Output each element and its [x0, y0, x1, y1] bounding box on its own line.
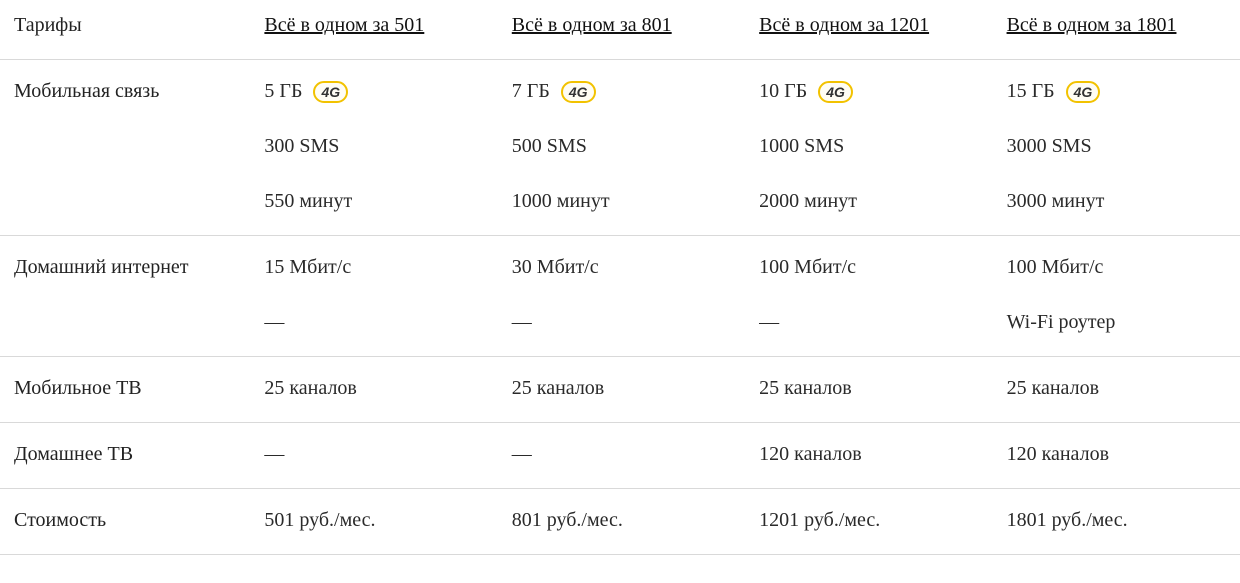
cell-hi-speed-2: 100 Мбит/с	[745, 236, 992, 296]
label-empty	[0, 295, 250, 357]
label-home-internet: Домашний интернет	[0, 236, 250, 296]
cell-htv-2: 120 каналов	[745, 423, 992, 489]
row-mobile-minutes: 550 минут 1000 минут 2000 минут 3000 мин…	[0, 174, 1240, 236]
cell-mobile-sms-2: 1000 SMS	[745, 119, 992, 174]
cell-price-1: 801 руб./мес.	[498, 489, 745, 555]
row-mobile-tv: Мобильное ТВ 25 каналов 25 каналов 25 ка…	[0, 357, 1240, 423]
row-mobile-sms: 300 SMS 500 SMS 1000 SMS 3000 SMS	[0, 119, 1240, 174]
cell-mobile-sms-3: 3000 SMS	[993, 119, 1240, 174]
label-empty	[0, 119, 250, 174]
cell-price-0: 501 руб./мес.	[250, 489, 497, 555]
cell-htv-1: —	[498, 423, 745, 489]
cell-mtv-2: 25 каналов	[745, 357, 992, 423]
cell-hi-speed-0: 15 Мбит/с	[250, 236, 497, 296]
label-mobile: Мобильная связь	[0, 60, 250, 120]
plan-link-3[interactable]: Всё в одном за 1801	[1007, 14, 1177, 36]
badge-4g-icon: 4G	[818, 81, 853, 103]
row-home-internet-router: — — — Wi-Fi роутер	[0, 295, 1240, 357]
cell-hi-router-2: —	[745, 295, 992, 357]
cell-hi-speed-1: 30 Мбит/с	[498, 236, 745, 296]
cell-mobile-sms-0: 300 SMS	[250, 119, 497, 174]
header-row: Тарифы Всё в одном за 501 Всё в одном за…	[0, 0, 1240, 60]
badge-4g-icon: 4G	[1066, 81, 1101, 103]
cell-mobile-sms-1: 500 SMS	[498, 119, 745, 174]
cell-hi-speed-3: 100 Мбит/с	[993, 236, 1240, 296]
badge-4g-icon: 4G	[561, 81, 596, 103]
cell-mtv-3: 25 каналов	[993, 357, 1240, 423]
cell-htv-3: 120 каналов	[993, 423, 1240, 489]
plan-header-2: Всё в одном за 1201	[745, 0, 992, 60]
cell-price-3: 1801 руб./мес.	[993, 489, 1240, 555]
cell-mobile-min-1: 1000 минут	[498, 174, 745, 236]
cell-mobile-data-3: 15 ГБ 4G	[993, 60, 1240, 120]
plan-link-0[interactable]: Всё в одном за 501	[264, 14, 424, 36]
cell-hi-router-1: —	[498, 295, 745, 357]
label-home-tv: Домашнее ТВ	[0, 423, 250, 489]
badge-4g-icon: 4G	[313, 81, 348, 103]
cell-mtv-0: 25 каналов	[250, 357, 497, 423]
cell-mobile-min-3: 3000 минут	[993, 174, 1240, 236]
mobile-data-value-0: 5 ГБ	[264, 80, 302, 102]
plan-link-1[interactable]: Всё в одном за 801	[512, 14, 672, 36]
label-price: Стоимость	[0, 489, 250, 555]
cell-hi-router-0: —	[250, 295, 497, 357]
label-empty	[0, 174, 250, 236]
cell-htv-0: —	[250, 423, 497, 489]
row-price: Стоимость 501 руб./мес. 801 руб./мес. 12…	[0, 489, 1240, 555]
cell-mtv-1: 25 каналов	[498, 357, 745, 423]
row-mobile-data: Мобильная связь 5 ГБ 4G 7 ГБ 4G 10 ГБ 4G…	[0, 60, 1240, 120]
plan-header-3: Всё в одном за 1801	[993, 0, 1240, 60]
mobile-data-value-3: 15 ГБ	[1007, 80, 1055, 102]
row-home-internet-speed: Домашний интернет 15 Мбит/с 30 Мбит/с 10…	[0, 236, 1240, 296]
label-mobile-tv: Мобильное ТВ	[0, 357, 250, 423]
mobile-data-value-1: 7 ГБ	[512, 80, 550, 102]
cell-hi-router-3: Wi-Fi роутер	[993, 295, 1240, 357]
plan-header-0: Всё в одном за 501	[250, 0, 497, 60]
cell-mobile-data-2: 10 ГБ 4G	[745, 60, 992, 120]
cell-mobile-min-2: 2000 минут	[745, 174, 992, 236]
tariff-comparison-table: Тарифы Всё в одном за 501 Всё в одном за…	[0, 0, 1240, 555]
cell-mobile-data-1: 7 ГБ 4G	[498, 60, 745, 120]
row-home-tv: Домашнее ТВ — — 120 каналов 120 каналов	[0, 423, 1240, 489]
mobile-data-value-2: 10 ГБ	[759, 80, 807, 102]
cell-mobile-min-0: 550 минут	[250, 174, 497, 236]
plan-header-1: Всё в одном за 801	[498, 0, 745, 60]
plan-link-2[interactable]: Всё в одном за 1201	[759, 14, 929, 36]
cell-price-2: 1201 руб./мес.	[745, 489, 992, 555]
cell-mobile-data-0: 5 ГБ 4G	[250, 60, 497, 120]
header-label: Тарифы	[0, 0, 250, 60]
